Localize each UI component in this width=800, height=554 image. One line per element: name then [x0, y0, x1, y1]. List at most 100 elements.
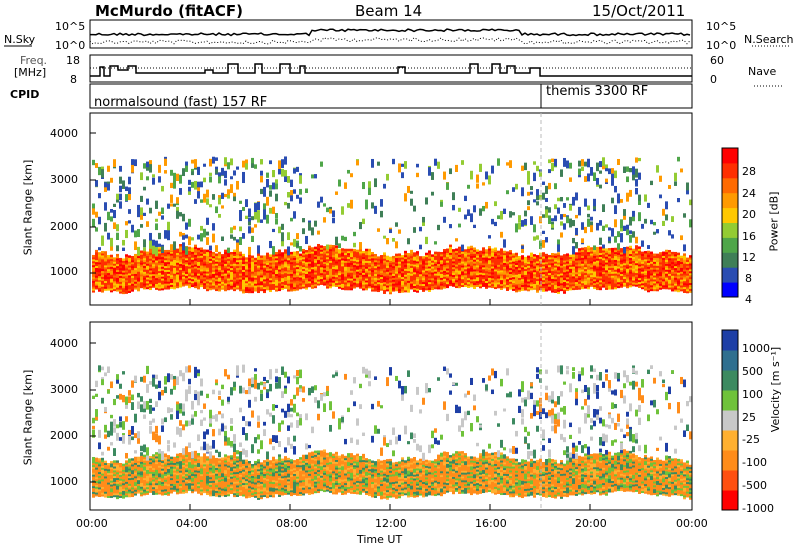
- heatmap-cell: [506, 190, 509, 195]
- heatmap-cell: [476, 276, 479, 280]
- heatmap-cell: [446, 248, 449, 251]
- heatmap-cell: [104, 280, 107, 283]
- heatmap-cell: [251, 263, 254, 266]
- heatmap-cell: [101, 254, 104, 258]
- cpid-label: CPID: [10, 88, 40, 101]
- heatmap-cell: [245, 267, 248, 270]
- heatmap-cell: [317, 279, 320, 282]
- heatmap-cell: [281, 271, 284, 275]
- heatmap-cell: [239, 212, 242, 222]
- heatmap-cell: [362, 274, 365, 277]
- power-tick-8: 8: [745, 272, 752, 285]
- heatmap-cell: [521, 288, 524, 291]
- heatmap-cell: [665, 214, 668, 221]
- heatmap-cell: [674, 281, 677, 284]
- heatmap-cell: [293, 189, 296, 194]
- heatmap-cell: [677, 285, 680, 289]
- heatmap-cell: [656, 261, 659, 264]
- heatmap-cell: [296, 251, 299, 254]
- heatmap-cell: [113, 222, 116, 229]
- heatmap-cell: [290, 275, 293, 278]
- heatmap-cell: [689, 290, 692, 293]
- heatmap-cell: [485, 259, 488, 262]
- heatmap-cell: [365, 268, 368, 271]
- heatmap-cell: [602, 263, 605, 267]
- noise-sky-line: [89, 28, 691, 37]
- heatmap-cell: [632, 274, 635, 277]
- heatmap-cell: [149, 160, 152, 166]
- heatmap-cell: [638, 281, 641, 285]
- heatmap-cell: [641, 251, 644, 255]
- heatmap-cell: [122, 247, 125, 251]
- heatmap-cell: [641, 273, 644, 276]
- heatmap-cell: [680, 265, 683, 268]
- heatmap-cell: [107, 468, 110, 472]
- heatmap-cell: [368, 283, 371, 287]
- heatmap-cell: [611, 251, 614, 255]
- heatmap-cell: [665, 275, 668, 278]
- heatmap-cell: [107, 264, 110, 268]
- heatmap-cell: [215, 280, 218, 284]
- heatmap-cell: [341, 277, 344, 281]
- heatmap-cell: [104, 462, 107, 465]
- heatmap-cell: [311, 262, 314, 266]
- heatmap-cell: [221, 259, 224, 263]
- heatmap-cell: [635, 254, 638, 258]
- heatmap-cell: [443, 276, 446, 279]
- heatmap-cell: [287, 287, 290, 290]
- heatmap-cell: [278, 280, 281, 284]
- heatmap-cell: [116, 466, 119, 469]
- heatmap-cell: [647, 289, 650, 293]
- heatmap-cell: [347, 268, 350, 271]
- heatmap-cell: [356, 282, 359, 286]
- heatmap-cell: [359, 258, 362, 262]
- heatmap-cell: [116, 232, 119, 241]
- heatmap-cell: [674, 273, 677, 276]
- heatmap-cell: [224, 193, 227, 198]
- heatmap-cell: [317, 255, 320, 259]
- heatmap-cell: [623, 166, 626, 173]
- heatmap-cell: [326, 276, 329, 279]
- heatmap-cell: [359, 264, 362, 268]
- heatmap-cell: [149, 269, 152, 273]
- heatmap-cell: [290, 195, 293, 202]
- heatmap-cell: [320, 253, 323, 256]
- heatmap-cell: [197, 284, 200, 288]
- heatmap-cell: [434, 278, 437, 282]
- heatmap-cell: [101, 262, 104, 266]
- heatmap-cell: [479, 274, 482, 277]
- heatmap-cell: [149, 283, 152, 287]
- heatmap-cell: [218, 257, 221, 261]
- heatmap-cell: [617, 260, 620, 263]
- heatmap-cell: [110, 474, 113, 477]
- heatmap-cell: [173, 273, 176, 276]
- heatmap-cell: [629, 255, 632, 258]
- heatmap-cell: [491, 252, 494, 255]
- heatmap-cell: [365, 287, 368, 291]
- heatmap-cell: [446, 260, 449, 263]
- heatmap-cell: [212, 271, 215, 274]
- heatmap-cell: [533, 256, 536, 259]
- heatmap-cell: [341, 261, 344, 265]
- heatmap-cell: [209, 287, 212, 291]
- heatmap-cell: [428, 260, 431, 263]
- heatmap-cell: [179, 277, 182, 280]
- heatmap-cell: [326, 207, 329, 213]
- heatmap-cell: [497, 256, 500, 260]
- heatmap-cell: [416, 274, 419, 278]
- heatmap-cell: [665, 249, 668, 253]
- heatmap-cell: [683, 270, 686, 274]
- heatmap-cell: [134, 261, 137, 265]
- heatmap-cell: [113, 462, 116, 465]
- heatmap-cell: [500, 264, 503, 267]
- heatmap-cell: [188, 260, 191, 263]
- heatmap-cell: [341, 273, 344, 277]
- heatmap-cell: [338, 256, 341, 260]
- heatmap-cell: [176, 252, 179, 255]
- heatmap-cell: [248, 290, 251, 294]
- heatmap-cell: [269, 285, 272, 289]
- heatmap-cell: [494, 263, 497, 266]
- heatmap-cell: [575, 227, 578, 236]
- heatmap-cell: [395, 279, 398, 282]
- heatmap-cell: [92, 254, 95, 258]
